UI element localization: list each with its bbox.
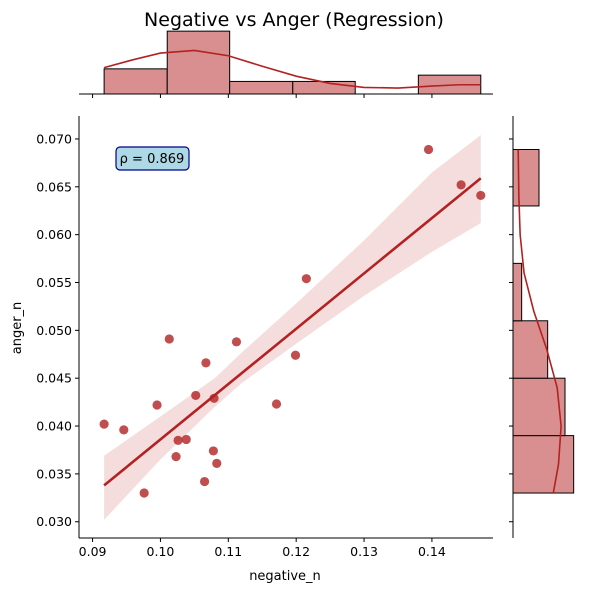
scatter-point-15 [231, 337, 242, 347]
main-plot-area: 0.09 0.10 0.11 0.12 0.13 0.14 0.030 0.035 0.040… [36, 116, 493, 559]
scatter-point-18 [301, 274, 311, 284]
top-hist-bar-4 [292, 80, 356, 95]
scatter-point-8 [181, 434, 191, 445]
scatter-point-17 [290, 350, 301, 360]
annotation-text: ρ = 0.869 [120, 152, 185, 167]
right-marginal-histogram [509, 116, 575, 538]
x-tick-label: 0.11 [214, 544, 242, 559]
y-axis-label: anger_n [10, 302, 25, 355]
x-tick-label: 0.13 [350, 544, 378, 559]
annotation-box [115, 146, 190, 171]
y-axis-ticks: 0.030 0.035 0.040 0.045 0.050 0.055 0.060 0.065… [36, 131, 79, 529]
right-hist-bar-2 [512, 377, 566, 437]
x-tick-label: 0.14 [418, 544, 446, 559]
y-tick-label: 0.045 [36, 371, 72, 386]
y-tick-label: 0.050 [36, 323, 72, 338]
y-tick-label: 0.070 [36, 131, 72, 146]
right-hist-bar-3 [512, 320, 549, 379]
y-tick-label: 0.040 [36, 419, 72, 434]
scatter-point-6 [171, 452, 181, 462]
y-tick-label: 0.060 [36, 227, 72, 242]
y-tick-label: 0.035 [36, 466, 72, 481]
chart-title: Negative vs Anger (Regression) [144, 9, 444, 31]
top-hist-bar-1 [103, 68, 168, 95]
scatter-point-21 [476, 190, 486, 201]
y-tick-label: 0.055 [36, 275, 72, 290]
top-marginal-histogram [79, 30, 493, 98]
scatter-point-14 [212, 458, 222, 468]
scatter-point-11 [201, 358, 211, 368]
confidence-band-area [104, 135, 481, 520]
scatter-point-12 [208, 446, 218, 456]
regression-line [103, 177, 482, 487]
correlation-annotation: ρ = 0.869 [115, 146, 190, 171]
right-hist-bar-1 [512, 435, 575, 494]
scatter-point-2 [119, 425, 129, 435]
y-tick-label: 0.065 [36, 179, 72, 194]
right-kde-curve [517, 149, 562, 494]
scatter-point-1 [99, 419, 109, 429]
top-kde-curve [103, 49, 481, 89]
top-hist-bar-3 [229, 80, 294, 95]
x-tick-label: 0.12 [282, 544, 310, 559]
confidence-band [104, 135, 481, 520]
x-tick-label: 0.10 [147, 544, 175, 559]
scatter-point-9 [191, 390, 201, 401]
scatter-point-20 [456, 180, 466, 190]
scatter-point-19 [423, 144, 434, 155]
right-hist-bar-6 [512, 148, 540, 207]
scatter-point-7 [173, 435, 183, 445]
y-tick-label: 0.030 [36, 514, 72, 529]
x-axis-label: negative_n [249, 569, 321, 584]
scatter-point-10 [199, 476, 210, 487]
scatter-point-16 [271, 399, 282, 409]
x-tick-label: 0.09 [79, 544, 107, 559]
right-hist-bar-4 [512, 262, 523, 322]
scatter-point-3 [139, 488, 149, 498]
top-hist-bar-2 [166, 30, 231, 95]
scatter-point-5 [164, 334, 174, 344]
scatter-point-4 [152, 400, 162, 410]
x-axis-ticks: 0.09 0.10 0.11 0.12 0.13 0.14 [79, 538, 446, 559]
